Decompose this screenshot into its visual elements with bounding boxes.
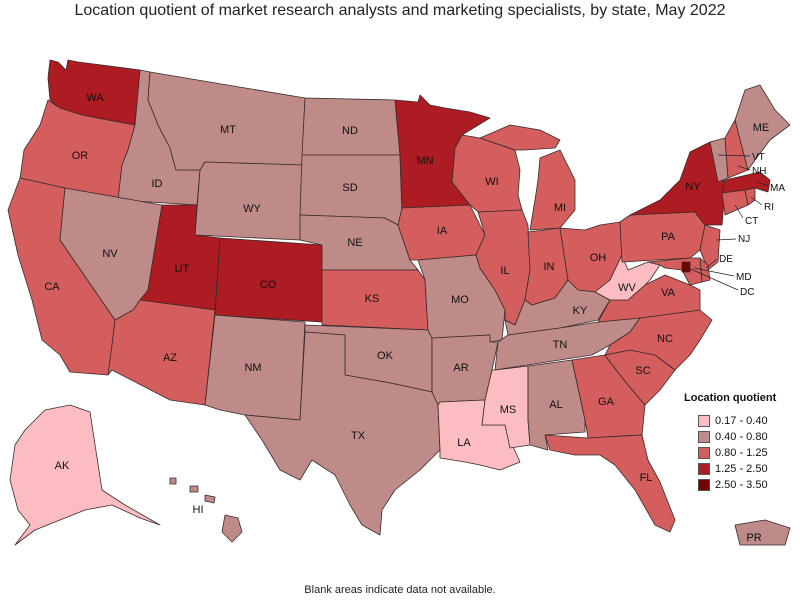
legend-label-0: 0.17 - 0.40 <box>715 415 768 427</box>
label-CT: CT <box>745 216 758 227</box>
legend-title: Location quotient <box>684 392 777 404</box>
legend-row-4: 2.50 - 3.50 <box>684 477 799 493</box>
label-WA: WA <box>86 92 104 104</box>
legend-swatch-4 <box>698 479 710 491</box>
label-NV: NV <box>102 248 118 260</box>
label-NY: NY <box>685 181 701 193</box>
state-TX[interactable] <box>244 331 441 536</box>
label-IL: IL <box>500 265 509 277</box>
legend-label-3: 1.25 - 2.50 <box>715 463 768 475</box>
label-MI: MI <box>554 202 566 214</box>
label-MD: MD <box>736 272 752 283</box>
label-MN: MN <box>416 155 433 167</box>
legend-row-2: 0.80 - 1.25 <box>684 445 799 461</box>
label-TN: TN <box>553 339 568 351</box>
state-AZ[interactable] <box>107 299 216 406</box>
leader-DE <box>705 258 718 269</box>
footnote: Blank areas indicate data not available. <box>304 584 496 596</box>
legend-row-3: 1.25 - 2.50 <box>684 461 799 477</box>
label-WY: WY <box>243 203 261 215</box>
label-CA: CA <box>44 281 60 293</box>
label-NM: NM <box>244 362 261 374</box>
leader-MD <box>693 267 735 277</box>
label-TX: TX <box>351 430 366 442</box>
leader-RI <box>750 196 763 206</box>
state-NC[interactable] <box>604 309 713 371</box>
label-NH: NH <box>752 166 766 177</box>
legend: Location quotient 0.17 - 0.40 0.40 - 0.8… <box>684 392 799 493</box>
label-WV: WV <box>618 282 636 294</box>
label-DE: DE <box>719 254 733 265</box>
label-AR: AR <box>453 362 468 374</box>
label-VA: VA <box>661 287 676 299</box>
legend-label-2: 0.80 - 1.25 <box>715 447 768 459</box>
label-ME: ME <box>753 122 770 134</box>
label-HI: HI <box>193 504 204 516</box>
map-title: Location quotient of market research ana… <box>74 2 726 19</box>
label-NE: NE <box>347 237 362 249</box>
label-SD: SD <box>342 182 357 194</box>
label-DC: DC <box>740 287 754 298</box>
label-ID: ID <box>152 178 163 190</box>
label-CO: CO <box>260 279 277 291</box>
state-labels: WA OR CA ID NV MT WY UT AZ CO NM ND SD N… <box>44 92 785 544</box>
label-LA: LA <box>457 437 471 449</box>
state-CT[interactable] <box>721 189 749 216</box>
state-NJ[interactable] <box>699 224 721 271</box>
state-WI[interactable] <box>451 134 523 213</box>
state-ME[interactable] <box>734 84 791 171</box>
legend-row-0: 0.17 - 0.40 <box>684 413 799 429</box>
leader-VT <box>717 154 751 157</box>
label-OK: OK <box>377 350 394 362</box>
label-MA: MA <box>770 183 785 194</box>
legend-swatch-2 <box>698 447 710 459</box>
legend-swatch-3 <box>698 463 710 475</box>
leader-NH <box>737 165 751 171</box>
leader-NJ <box>715 238 737 241</box>
label-IA: IA <box>437 225 448 237</box>
label-UT: UT <box>175 263 190 275</box>
legend-row-1: 0.40 - 0.80 <box>684 429 799 445</box>
leader-MA <box>757 181 769 187</box>
state-MA[interactable] <box>721 171 771 194</box>
leader-DC <box>685 266 739 291</box>
state-WY[interactable] <box>194 161 303 241</box>
legend-swatch-0 <box>698 415 710 427</box>
label-WI: WI <box>485 176 498 188</box>
state-shapes <box>7 59 791 546</box>
label-ND: ND <box>342 125 358 137</box>
legend-swatch-1 <box>698 431 710 443</box>
label-AZ: AZ <box>163 352 177 364</box>
label-MT: MT <box>220 124 236 136</box>
label-NC: NC <box>657 333 673 345</box>
label-PR: PR <box>746 532 761 544</box>
leader-CT <box>734 204 744 219</box>
label-AK: AK <box>55 460 70 472</box>
legend-label-4: 2.50 - 3.50 <box>715 479 768 491</box>
legend-label-1: 0.40 - 0.80 <box>715 431 768 443</box>
label-OR: OR <box>72 150 89 162</box>
state-PR[interactable] <box>734 519 791 546</box>
label-SC: SC <box>635 365 650 377</box>
label-KY: KY <box>573 305 588 317</box>
label-AL: AL <box>549 399 562 411</box>
label-MS: MS <box>500 404 517 416</box>
state-AK[interactable] <box>9 404 161 546</box>
label-GA: GA <box>598 396 615 408</box>
state-WV[interactable] <box>594 254 661 301</box>
state-NY[interactable] <box>629 141 726 226</box>
label-NJ: NJ <box>738 234 750 245</box>
state-FL[interactable] <box>544 434 676 533</box>
state-HI[interactable] <box>169 477 243 543</box>
label-IN: IN <box>544 261 555 273</box>
label-VT: VT <box>752 152 765 163</box>
label-MO: MO <box>451 294 469 306</box>
label-PA: PA <box>661 231 676 243</box>
label-RI: RI <box>764 202 774 213</box>
label-KS: KS <box>365 293 380 305</box>
label-FL: FL <box>640 472 653 484</box>
label-OH: OH <box>590 252 607 264</box>
